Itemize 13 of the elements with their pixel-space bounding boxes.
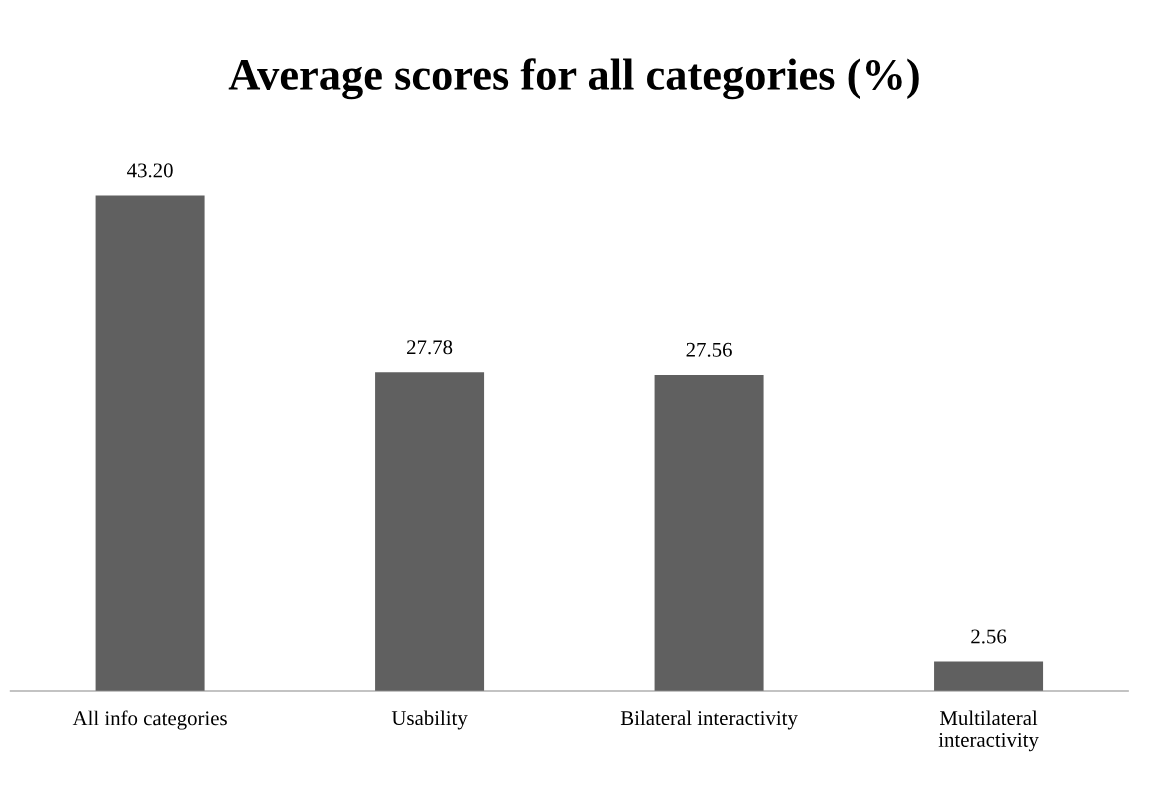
- data-label: 27.78: [407, 340, 453, 355]
- x-tick-label: Usability: [391, 710, 468, 730]
- bar: [654, 374, 764, 691]
- data-label: 43.20: [127, 163, 173, 178]
- x-tick-label: Bilateral interactivity: [620, 710, 798, 730]
- bar: [375, 372, 485, 691]
- data-label: 27.56: [686, 342, 732, 357]
- data-label: 2.56: [971, 629, 1007, 644]
- bar: [95, 195, 205, 691]
- bar: [934, 661, 1044, 691]
- x-tick-label: Multilateral interactivity: [938, 710, 1039, 752]
- chart-title: Average scores for all categories (%): [228, 58, 919, 100]
- x-tick-label: All info categories: [72, 710, 227, 730]
